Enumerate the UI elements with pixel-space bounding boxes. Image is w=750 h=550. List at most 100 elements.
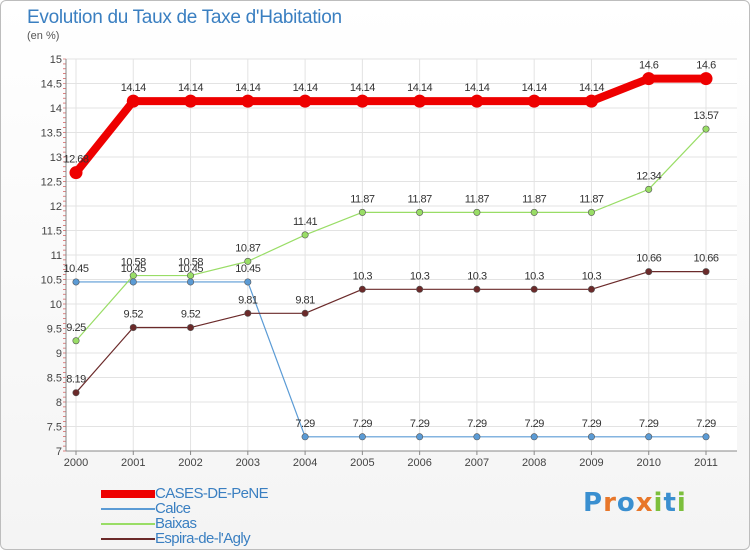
data-point [702,268,710,276]
data-point [72,389,80,397]
data-label: 10.66 [636,253,661,265]
x-tick-label: 2007 [465,457,489,469]
data-point [184,94,198,108]
data-label: 10.87 [235,242,260,254]
data-point [587,285,595,293]
logo-letter: i [653,488,664,518]
data-point [244,309,252,317]
series-line-0 [72,74,710,177]
data-label: 14.14 [522,82,547,94]
y-tick-label: 11.5 [41,226,62,238]
x-tick-label: 2002 [178,457,202,469]
data-point [527,94,541,108]
y-tick-label: 13.5 [41,128,62,140]
data-point [241,94,255,108]
logo-letter: r [603,488,617,518]
data-label: 13.57 [693,110,718,122]
data-point [530,208,538,216]
data-label: 14.14 [464,82,489,94]
y-tick-label: 10 [50,299,62,311]
data-point [72,337,80,345]
logo-letter: i [676,488,687,518]
data-point [645,433,653,441]
y-tick-label: 7 [56,446,62,458]
y-tick-label: 8 [56,397,62,409]
legend-swatch [101,523,155,525]
data-point [642,72,656,86]
data-point [301,309,309,317]
data-point [358,285,366,293]
data-point [413,94,427,108]
y-tick-label: 15 [50,54,62,66]
data-label: 9.52 [124,309,144,321]
data-label: 11.87 [350,193,375,205]
data-label: 10.45 [178,263,203,275]
data-point [584,94,598,108]
data-label: 7.29 [696,418,716,430]
y-tick-label: 14 [50,103,62,115]
data-label: 7.29 [467,418,487,430]
data-point [244,257,252,265]
data-label: 12.68 [63,154,88,166]
data-label: 10.3 [524,270,544,282]
data-point [129,324,137,332]
data-label: 14.14 [178,82,203,94]
legend-swatch [101,538,155,540]
data-label: 7.29 [524,418,544,430]
data-point [355,94,369,108]
legend-swatch [101,508,155,510]
data-label: 14.14 [293,82,318,94]
data-label: 14.14 [350,82,375,94]
proxiti-logo: Proxiti [583,488,687,518]
data-label: 10.58 [178,257,203,269]
data-label: 14.14 [407,82,432,94]
data-point [645,268,653,276]
data-point [301,433,309,441]
logo-letter: P [583,488,604,518]
data-label: 11.87 [408,193,433,205]
data-point [244,278,252,286]
series-line-3 [75,271,707,394]
data-label: 11.87 [465,193,490,205]
y-tick-label: 14.5 [41,79,62,91]
data-label: 8.19 [66,374,86,386]
data-point [702,125,710,133]
data-label: 14.14 [579,82,604,94]
logo-letter: t [663,488,677,518]
legend-label: CASES-DE-PeNE [155,485,269,502]
data-label: 14.6 [639,60,659,72]
data-label: 10.45 [63,263,88,275]
data-point [587,208,595,216]
data-label: 7.29 [295,418,315,430]
data-point [530,285,538,293]
data-point [645,185,653,193]
data-point [72,278,80,286]
data-point [187,272,195,280]
legend-swatch [101,490,155,498]
legend-label: Calce [155,500,191,517]
data-label: 9.81 [295,294,315,306]
legend-label: Espira-de-l'Agly [155,530,251,547]
data-point [699,72,713,86]
data-point [126,94,140,108]
data-point [473,433,481,441]
y-tick-label: 12 [50,201,62,213]
data-label: 7.29 [353,418,373,430]
y-tick-label: 9 [56,348,62,360]
data-label: 9.25 [66,322,86,334]
data-label: 10.3 [410,270,430,282]
data-label: 12.34 [636,170,661,182]
data-label: 7.29 [582,418,602,430]
data-label: 14.6 [696,60,716,72]
data-point [416,285,424,293]
x-tick-label: 2010 [636,457,660,469]
data-point [129,272,137,280]
data-point [298,94,312,108]
y-tick-label: 7.5 [47,422,62,434]
data-label: 11.87 [522,193,547,205]
chart-subtitle: (en %) [27,30,60,42]
data-point [69,166,83,180]
y-tick-label: 10.5 [41,275,62,287]
x-tick-label: 2008 [522,457,546,469]
